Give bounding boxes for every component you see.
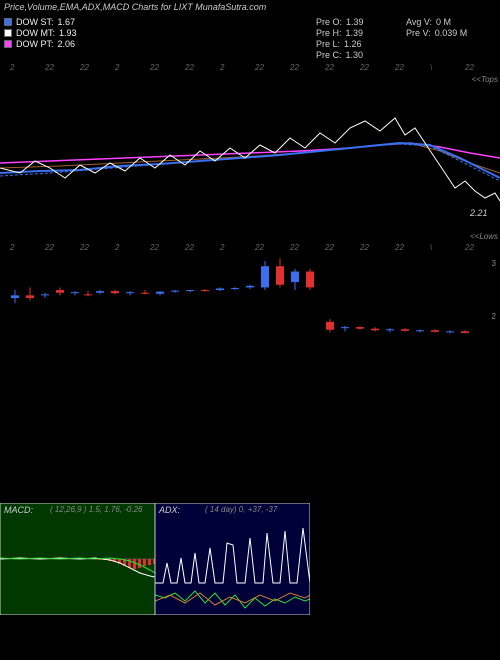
info-row: Pre L:1.26 xyxy=(316,39,406,49)
spacer xyxy=(0,343,500,503)
adx-sub: ( 14 day) 0, +37, -37 xyxy=(205,505,277,514)
axis-label-top: <<Tops xyxy=(472,75,498,84)
info-right: Avg V:0 MPre V:0.039 M xyxy=(406,16,496,61)
main-price-chart: <<Tops <<Lows 2.21 xyxy=(0,73,500,243)
info-left: Pre O:1.39Pre H:1.39Pre L:1.26Pre C:1.30 xyxy=(316,16,406,61)
info-row: Avg V:0 M xyxy=(406,17,496,27)
macd-sub: ( 12,26,9 ) 1.5, 1.76, -0.26 xyxy=(50,505,143,514)
x-ticks-top: 222222222222222222222\22 xyxy=(0,63,500,73)
axis-label-bottom: <<Lows xyxy=(470,232,498,241)
chart-title: Price,Volume,EMA,ADX,MACD Charts for LIX… xyxy=(0,0,500,14)
adx-panel: ADX: ( 14 day) 0, +37, -37 xyxy=(155,503,310,615)
legend: DOW ST:1.67DOW MT:1.93DOW PT:2.06 xyxy=(4,16,124,61)
candle-chart: 23 xyxy=(0,253,500,343)
info-row: Pre V:0.039 M xyxy=(406,28,496,38)
legend-item: DOW MT:1.93 xyxy=(4,28,124,38)
legend-item: DOW ST:1.67 xyxy=(4,17,124,27)
price-label: 2.21 xyxy=(470,208,488,218)
x-ticks-mid: 222222222222222222222\22 xyxy=(0,243,500,253)
info-row: Pre C:1.30 xyxy=(316,50,406,60)
info-row: Pre H:1.39 xyxy=(316,28,406,38)
legend-item: DOW PT:2.06 xyxy=(4,39,124,49)
macd-label: MACD: xyxy=(4,505,33,515)
macd-panel: MACD: ( 12,26,9 ) 1.5, 1.76, -0.26 xyxy=(0,503,155,615)
info-row: Pre O:1.39 xyxy=(316,17,406,27)
header: DOW ST:1.67DOW MT:1.93DOW PT:2.06 Pre O:… xyxy=(0,14,500,63)
adx-label: ADX: xyxy=(159,505,180,515)
indicator-row: MACD: ( 12,26,9 ) 1.5, 1.76, -0.26 ADX: … xyxy=(0,503,500,615)
